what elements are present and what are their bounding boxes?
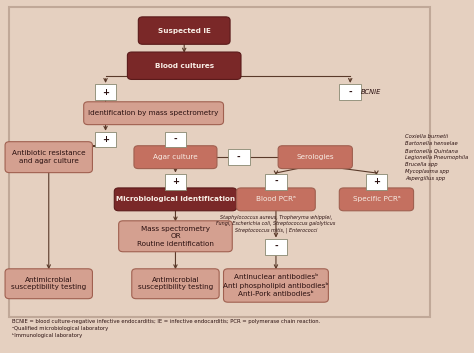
Text: Suspected IE: Suspected IE bbox=[158, 28, 210, 34]
Text: Antimicrobial
susceptibility testing: Antimicrobial susceptibility testing bbox=[11, 277, 86, 291]
FancyBboxPatch shape bbox=[339, 84, 361, 100]
Text: +: + bbox=[102, 135, 109, 144]
Text: +: + bbox=[172, 177, 179, 186]
FancyBboxPatch shape bbox=[132, 269, 219, 299]
Text: Staphylococcus aureus, Tropheryma whipplei,
Fungi, Escherichia coli, Streptococc: Staphylococcus aureus, Tropheryma whippl… bbox=[216, 215, 336, 233]
Text: Blood PCRᵃ: Blood PCRᵃ bbox=[256, 196, 296, 202]
Text: Antibiotic resistance
and agar culture: Antibiotic resistance and agar culture bbox=[12, 150, 86, 164]
FancyBboxPatch shape bbox=[164, 132, 186, 147]
Text: -: - bbox=[173, 135, 177, 144]
FancyBboxPatch shape bbox=[84, 102, 224, 125]
FancyBboxPatch shape bbox=[224, 269, 328, 302]
FancyBboxPatch shape bbox=[5, 142, 92, 173]
FancyBboxPatch shape bbox=[5, 269, 92, 299]
Text: Serologies: Serologies bbox=[296, 154, 334, 160]
FancyBboxPatch shape bbox=[138, 17, 230, 44]
Text: Antinuclear antibodiesᵇ
Anti phospholipid antibodiesᵇ
Anti-Pork antibodiesᵇ: Antinuclear antibodiesᵇ Anti phospholipi… bbox=[223, 274, 329, 297]
FancyBboxPatch shape bbox=[95, 132, 117, 147]
Text: BCNIE: BCNIE bbox=[361, 89, 382, 95]
Text: Blood cultures: Blood cultures bbox=[155, 63, 214, 69]
FancyBboxPatch shape bbox=[265, 239, 287, 255]
Text: Identification by mass spectrometry: Identification by mass spectrometry bbox=[89, 110, 219, 116]
Text: +: + bbox=[373, 177, 380, 186]
FancyBboxPatch shape bbox=[265, 174, 287, 190]
Text: Microbiological identification: Microbiological identification bbox=[116, 196, 235, 202]
Text: Mass spectrometry
OR
Routine identification: Mass spectrometry OR Routine identificat… bbox=[137, 226, 214, 247]
FancyBboxPatch shape bbox=[128, 52, 241, 79]
FancyBboxPatch shape bbox=[237, 188, 315, 211]
FancyBboxPatch shape bbox=[365, 174, 387, 190]
Text: -: - bbox=[348, 88, 352, 97]
FancyBboxPatch shape bbox=[118, 221, 232, 252]
Text: Coxiella burnetii
Bartonella henselae
Bartonella Quintana
Legionella Pneumophila: Coxiella burnetii Bartonella henselae Ba… bbox=[405, 134, 468, 181]
Text: Specific PCRᵃ: Specific PCRᵃ bbox=[353, 196, 401, 202]
FancyBboxPatch shape bbox=[228, 149, 250, 165]
Text: -: - bbox=[274, 177, 278, 186]
FancyBboxPatch shape bbox=[95, 84, 117, 100]
FancyBboxPatch shape bbox=[339, 188, 414, 211]
Text: +: + bbox=[102, 88, 109, 97]
Text: Agar culture: Agar culture bbox=[153, 154, 198, 160]
FancyBboxPatch shape bbox=[164, 174, 186, 190]
Text: -: - bbox=[237, 152, 241, 162]
FancyBboxPatch shape bbox=[134, 146, 217, 169]
FancyBboxPatch shape bbox=[114, 188, 237, 211]
Text: -: - bbox=[274, 242, 278, 251]
Text: BCNIE = blood culture-negative infective endocarditis; IE = infective endocardit: BCNIE = blood culture-negative infective… bbox=[12, 319, 320, 338]
FancyBboxPatch shape bbox=[278, 146, 352, 169]
Text: Antimicrobial
susceptibility testing: Antimicrobial susceptibility testing bbox=[138, 277, 213, 291]
